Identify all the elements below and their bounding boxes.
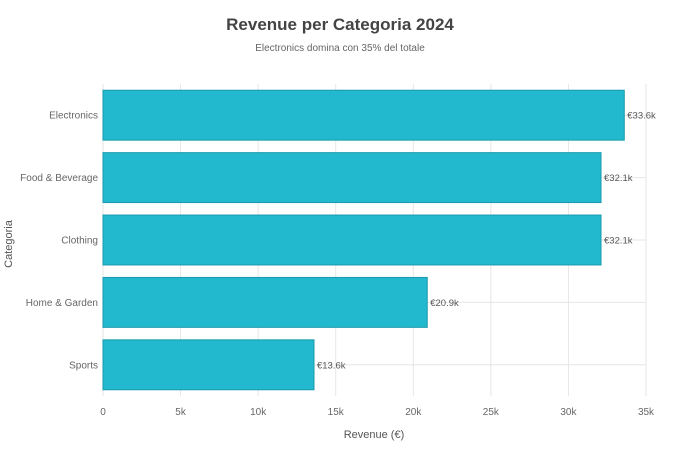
y-tick-label: Electronics xyxy=(49,111,98,122)
y-tick-label: Clothing xyxy=(61,236,98,247)
x-tick-label: 5k xyxy=(175,407,187,418)
x-tick-label: 35k xyxy=(638,407,655,418)
data-label: €32.1k xyxy=(604,173,633,184)
bar-food-beverage xyxy=(102,152,602,204)
data-label: €33.6k xyxy=(627,111,656,122)
x-tick-label: 0 xyxy=(100,407,106,418)
data-label: €13.6k xyxy=(317,360,346,371)
x-axis-label: Revenue (€) xyxy=(344,429,405,441)
y-tick-label: Home & Garden xyxy=(26,298,98,309)
y-axis-label: Categoria xyxy=(3,219,15,268)
chart-title: Revenue per Categoria 2024 xyxy=(226,15,454,34)
x-tick-label: 30k xyxy=(560,407,577,418)
data-label: €20.9k xyxy=(430,298,459,309)
data-labels: €33.6k €32.1k €32.1k €20.9k €13.6k xyxy=(317,111,656,372)
bar-clothing xyxy=(102,214,602,266)
x-tick-labels: 0 5k 10k 15k 20k 25k 30k 35k xyxy=(100,407,655,418)
bar-home-garden xyxy=(102,276,428,328)
x-tick-label: 10k xyxy=(250,407,267,418)
x-tick-label: 25k xyxy=(483,407,500,418)
chart-subtitle: Electronics domina con 35% del totale xyxy=(255,43,425,54)
y-tick-labels: Electronics Food & Beverage Clothing Home &… xyxy=(20,111,98,372)
bars xyxy=(102,89,625,391)
x-tick-label: 20k xyxy=(405,407,422,418)
bar-sports xyxy=(102,339,315,391)
x-tick-label: 15k xyxy=(328,407,345,418)
y-tick-label: Food & Beverage xyxy=(20,173,98,184)
data-label: €32.1k xyxy=(604,236,633,247)
bar-electronics xyxy=(102,89,625,141)
y-tick-label: Sports xyxy=(69,360,98,371)
